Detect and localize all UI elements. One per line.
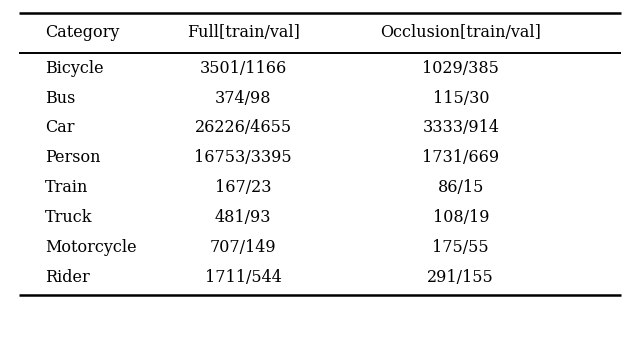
Text: Full[train/val]: Full[train/val] <box>187 24 300 41</box>
Text: 291/155: 291/155 <box>428 269 494 286</box>
Text: 115/30: 115/30 <box>433 90 489 107</box>
Text: 481/93: 481/93 <box>215 209 271 226</box>
Text: 1731/669: 1731/669 <box>422 149 499 166</box>
Text: Occlusion[train/val]: Occlusion[train/val] <box>380 24 541 41</box>
Text: 167/23: 167/23 <box>215 179 271 196</box>
Text: Bicycle: Bicycle <box>45 60 104 77</box>
Text: Motorcycle: Motorcycle <box>45 239 136 256</box>
Text: Car: Car <box>45 119 74 136</box>
Text: Bus: Bus <box>45 90 75 107</box>
Text: 1711/544: 1711/544 <box>205 269 282 286</box>
Text: 374/98: 374/98 <box>215 90 271 107</box>
Text: 86/15: 86/15 <box>438 179 484 196</box>
Text: Truck: Truck <box>45 209 92 226</box>
Text: Train: Train <box>45 179 88 196</box>
Text: Category: Category <box>45 24 119 41</box>
Text: Rider: Rider <box>45 269 90 286</box>
Text: 3333/914: 3333/914 <box>422 119 499 136</box>
Text: 26226/4655: 26226/4655 <box>195 119 292 136</box>
Text: Person: Person <box>45 149 100 166</box>
Text: 16753/3395: 16753/3395 <box>195 149 292 166</box>
Text: 1029/385: 1029/385 <box>422 60 499 77</box>
Text: 707/149: 707/149 <box>210 239 276 256</box>
Text: 108/19: 108/19 <box>433 209 489 226</box>
Text: 3501/1166: 3501/1166 <box>200 60 287 77</box>
Text: 175/55: 175/55 <box>433 239 489 256</box>
